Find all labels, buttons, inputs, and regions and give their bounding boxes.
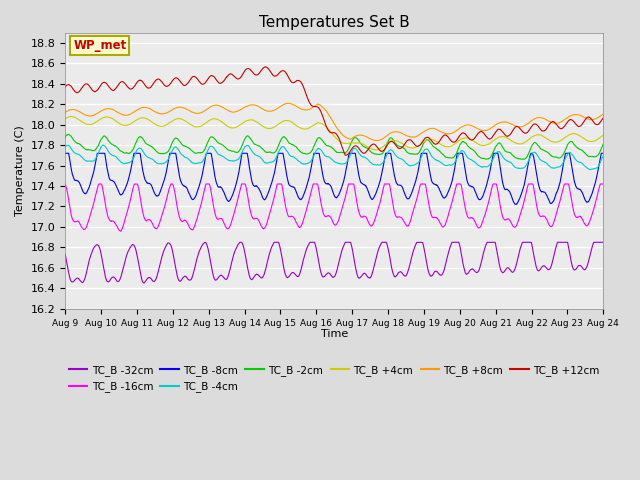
TC_B -4cm [350,145,358,151]
TC_B -16cm [61,181,69,187]
TC_B -16cm [491,181,499,187]
Text: WP_met: WP_met [73,39,127,52]
TC_B -8cm [211,175,219,181]
TC_B -8cm [362,183,369,189]
TC_B +8cm [491,122,499,128]
TC_B +4cm [68,114,76,120]
TC_B +8cm [552,120,560,126]
TC_B -8cm [349,150,357,156]
TC_B +4cm [350,140,358,146]
TC_B -4cm [600,153,607,158]
Line: TC_B +12cm: TC_B +12cm [65,67,604,155]
TC_B -4cm [491,153,499,158]
TC_B -16cm [350,182,358,188]
TC_B -8cm [567,158,575,164]
TC_B -32cm [491,240,499,245]
TC_B -16cm [212,213,220,219]
TC_B -4cm [212,148,220,154]
TC_B +8cm [567,113,575,119]
TC_B +4cm [600,132,607,138]
TC_B -32cm [567,258,575,264]
TC_B -2cm [491,146,499,152]
TC_B +4cm [371,147,379,153]
TC_B -4cm [586,167,593,172]
TC_B +12cm [262,64,269,70]
Line: TC_B -4cm: TC_B -4cm [65,145,604,169]
TC_B -2cm [600,141,607,147]
TC_B -8cm [61,150,69,156]
TC_B -16cm [95,181,103,187]
TC_B -32cm [600,240,607,245]
TC_B -2cm [61,134,69,140]
TC_B -4cm [61,144,69,150]
TC_B -32cm [350,256,358,262]
TC_B -32cm [140,280,148,286]
TC_B -4cm [552,165,560,170]
Line: TC_B +8cm: TC_B +8cm [65,103,604,141]
Line: TC_B -32cm: TC_B -32cm [65,242,604,283]
TC_B -32cm [362,271,369,277]
TC_B -16cm [567,195,575,201]
Y-axis label: Temperature (C): Temperature (C) [15,125,25,216]
TC_B -16cm [552,212,560,217]
TC_B -2cm [350,135,358,141]
TC_B -2cm [567,139,575,144]
TC_B +8cm [350,134,358,140]
TC_B +8cm [284,100,292,106]
TC_B -2cm [552,154,560,160]
TC_B -2cm [520,156,528,162]
TC_B -16cm [116,228,124,234]
TC_B +4cm [491,137,499,143]
TC_B +4cm [362,143,369,148]
TC_B +12cm [567,117,575,122]
TC_B +4cm [567,131,575,137]
TC_B +4cm [212,116,220,121]
TC_B +12cm [491,131,499,136]
TC_B +8cm [61,109,69,115]
X-axis label: Time: Time [321,329,348,339]
TC_B +8cm [211,102,219,108]
TC_B +8cm [600,111,607,117]
TC_B +8cm [373,138,381,144]
TC_B -32cm [212,277,220,283]
Line: TC_B +4cm: TC_B +4cm [65,117,604,150]
TC_B -2cm [212,137,220,143]
TC_B +12cm [61,84,69,90]
TC_B +12cm [211,75,219,81]
TC_B +12cm [362,150,369,156]
TC_B -4cm [567,150,575,156]
TC_B +8cm [362,133,369,139]
TC_B +4cm [61,116,69,121]
Line: TC_B -16cm: TC_B -16cm [65,184,604,231]
Title: Temperatures Set B: Temperatures Set B [259,15,410,30]
Legend: TC_B -32cm, TC_B -16cm, TC_B -8cm, TC_B -4cm, TC_B -2cm, TC_B +4cm, TC_B +8cm, T: TC_B -32cm, TC_B -16cm, TC_B -8cm, TC_B … [65,361,604,396]
TC_B -8cm [552,192,560,197]
TC_B -8cm [511,202,519,207]
TC_B -16cm [362,214,369,220]
TC_B +12cm [552,121,560,127]
TC_B -2cm [362,144,369,150]
TC_B +12cm [600,115,607,120]
TC_B -8cm [490,150,498,156]
TC_B -4cm [362,155,369,161]
TC_B -4cm [99,142,107,148]
TC_B -8cm [600,150,607,156]
TC_B +12cm [350,144,358,149]
TC_B +4cm [552,139,560,145]
TC_B +12cm [342,152,349,158]
TC_B -2cm [65,132,72,137]
TC_B -32cm [552,243,560,249]
TC_B -16cm [600,181,607,187]
TC_B -32cm [236,240,244,245]
TC_B -32cm [61,252,69,257]
Line: TC_B -2cm: TC_B -2cm [65,134,604,159]
Line: TC_B -8cm: TC_B -8cm [65,153,604,204]
